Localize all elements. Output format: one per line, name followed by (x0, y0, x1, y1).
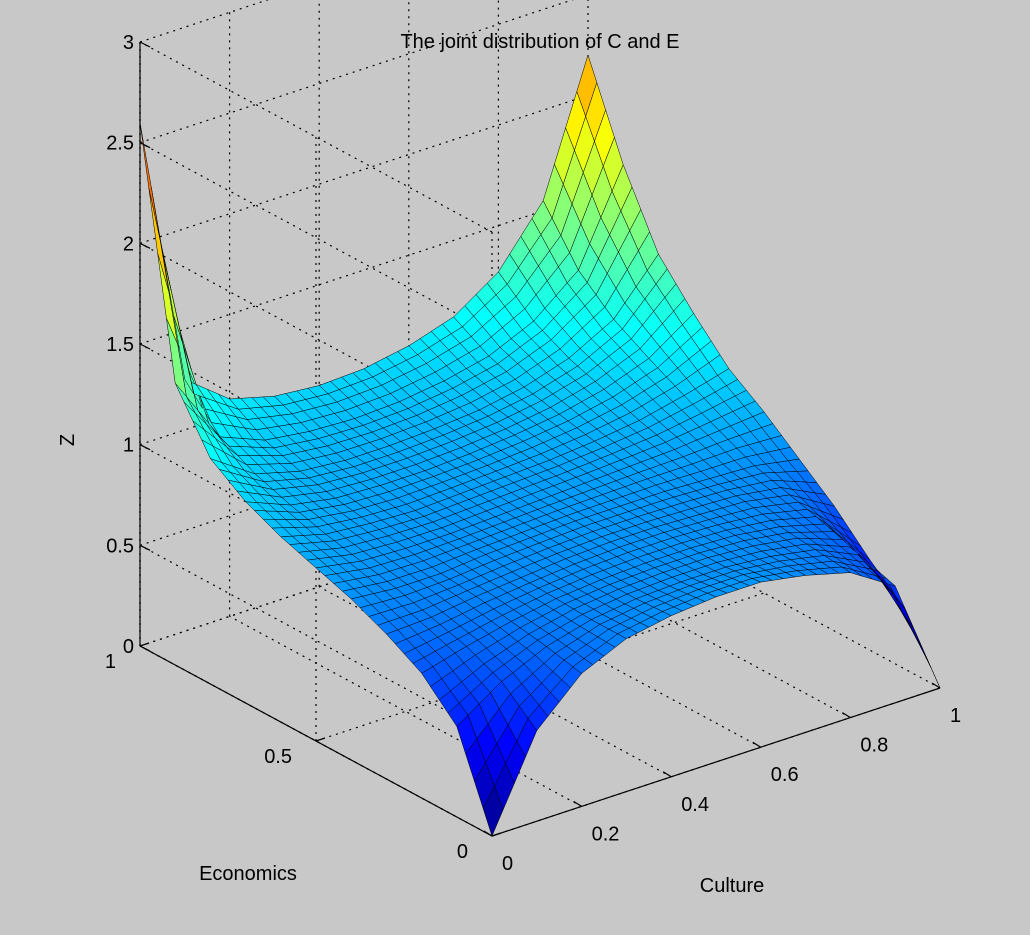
y-tick-label: 1 (105, 651, 116, 673)
y-tick-mark (491, 832, 502, 837)
x-tick-label: 0 (502, 853, 513, 875)
z-tick-mark (139, 242, 151, 249)
z-tick-label: 1.5 (106, 334, 134, 356)
y-axis-label: Economics (199, 863, 297, 885)
y-tick-mark (315, 737, 326, 742)
surface-mesh (139, 54, 941, 837)
x-tick-mark (662, 771, 672, 778)
x-tick-label: 0.2 (592, 823, 620, 845)
x-axis-label: Culture (700, 875, 764, 897)
grid-line (315, 592, 765, 742)
z-tick-mark (139, 343, 151, 350)
x-tick-mark (483, 830, 493, 837)
x-tick-mark (752, 741, 762, 748)
z-tick-label: 0.5 (106, 535, 134, 557)
x-tick-label: 0.6 (771, 764, 799, 786)
z-tick-mark (139, 544, 151, 551)
x-tick-mark (931, 682, 941, 689)
z-tick-label: 2.5 (106, 133, 134, 155)
grid-line (139, 0, 574, 144)
y-tick-mark (139, 642, 150, 647)
z-axis-label: Z (57, 434, 79, 446)
z-tick-label: 0 (123, 636, 134, 658)
grid-line (139, 94, 589, 244)
z-tick-label: 3 (123, 32, 134, 54)
z-tick-mark (139, 645, 151, 652)
grid-line (139, 195, 589, 345)
grid-line (139, 0, 270, 43)
x-tick-label: 0.4 (681, 794, 709, 816)
z-tick-mark (139, 444, 151, 451)
x-tick-mark (573, 800, 582, 807)
z-tick-label: 2 (123, 233, 134, 255)
z-tick-mark (139, 142, 151, 149)
y-tick-label: 0.5 (264, 746, 292, 768)
chart-title: The joint distribution of C and E (400, 31, 679, 53)
z-tick-label: 1 (123, 435, 134, 457)
x-axis-line (491, 687, 941, 837)
axes (139, 41, 941, 837)
x-tick-label: 1 (950, 705, 961, 727)
z-tick-mark (139, 41, 151, 48)
x-tick-label: 0.8 (860, 735, 888, 757)
y-tick-label: 0 (457, 841, 468, 863)
x-tick-mark (842, 712, 851, 719)
